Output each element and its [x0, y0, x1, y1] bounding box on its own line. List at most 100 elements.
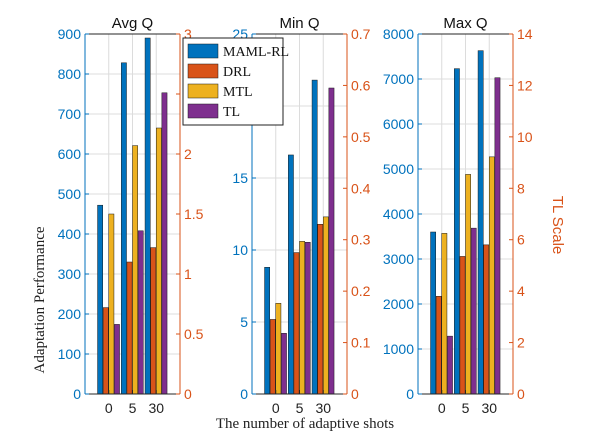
- right-tick-label: 0.3: [351, 232, 371, 248]
- bar-maml-rl-30: [311, 79, 318, 395]
- bar-tl-30: [494, 77, 501, 395]
- legend-swatch-maml-rl: [187, 43, 219, 59]
- x-tick-label: 30: [148, 400, 164, 416]
- shared-y-axis-label: Adaptation Performance: [32, 226, 48, 373]
- right-tick-label: 6: [517, 232, 525, 248]
- chart-panels: 010020030040050060070080090000.511.522.5…: [58, 15, 533, 416]
- x-tick-label: 30: [481, 400, 497, 416]
- panel-min-q: 051015202500.10.20.30.40.50.60.70530Min …: [232, 15, 370, 416]
- left-tick-label: 800: [58, 66, 82, 82]
- panel-avg-q: 010020030040050060070080090000.511.522.5…: [58, 15, 204, 416]
- bar-drl-5: [293, 252, 300, 395]
- right-tick-label: 2: [184, 146, 192, 162]
- bar-maml-rl-0: [264, 267, 270, 395]
- panel-title: Avg Q: [112, 15, 153, 32]
- panel-title: Max Q: [443, 15, 487, 32]
- left-tick-label: 200: [58, 306, 82, 322]
- left-tick-label: 3000: [383, 251, 414, 267]
- right-tick-label: 0.7: [351, 26, 371, 42]
- bar-maml-rl-30: [477, 50, 484, 395]
- bar-mtl-0: [441, 233, 448, 395]
- left-tick-label: 0: [240, 386, 248, 402]
- bar-maml-rl-0: [430, 231, 436, 395]
- left-tick-label: 5000: [383, 161, 414, 177]
- right-y-axis-label: TL Scale: [549, 196, 566, 255]
- bar-drl-5: [126, 261, 133, 395]
- bar-tl-5: [304, 242, 311, 395]
- right-tick-label: 0.5: [351, 129, 371, 145]
- right-tick-label: 0.6: [351, 77, 371, 93]
- x-tick-label: 0: [272, 400, 280, 416]
- right-tick-label: 0.5: [184, 326, 204, 342]
- left-tick-label: 600: [58, 146, 82, 162]
- right-tick-label: 2: [517, 335, 525, 351]
- right-tick-label: 12: [517, 77, 533, 93]
- bar-mtl-30: [489, 156, 495, 395]
- legend-label-tl: TL: [223, 105, 240, 120]
- bar-mtl-0: [108, 213, 115, 395]
- bar-tl-30: [161, 92, 168, 395]
- bar-tl-5: [137, 230, 144, 395]
- x-tick-label: 0: [438, 400, 446, 416]
- right-tick-label: 0: [517, 386, 525, 402]
- bar-mtl-5: [465, 174, 471, 395]
- bar-drl-5: [459, 256, 466, 395]
- x-tick-label: 30: [315, 400, 331, 416]
- bar-drl-30: [317, 224, 324, 395]
- right-tick-label: 0.2: [351, 283, 371, 299]
- bar-tl-0: [114, 324, 120, 395]
- bar-drl-0: [435, 296, 442, 395]
- left-tick-label: 10: [232, 242, 248, 258]
- bar-maml-rl-5: [454, 68, 460, 395]
- right-tick-label: 14: [517, 26, 533, 42]
- left-tick-label: 0: [406, 386, 414, 402]
- bar-tl-0: [281, 333, 287, 395]
- right-tick-label: 0: [184, 386, 192, 402]
- legend-label-mtl: MTL: [223, 85, 253, 100]
- x-tick-label: 5: [462, 400, 470, 416]
- left-tick-label: 100: [58, 346, 82, 362]
- left-tick-label: 400: [58, 226, 82, 242]
- panel-title: Min Q: [279, 15, 319, 32]
- legend-label-maml-rl: MAML-RL: [223, 45, 289, 60]
- bar-maml-rl-5: [288, 154, 294, 395]
- right-tick-label: 4: [517, 283, 525, 299]
- bar-mtl-30: [156, 127, 162, 395]
- bar-drl-0: [102, 307, 109, 395]
- bar-mtl-5: [132, 145, 138, 395]
- right-tick-label: 10: [517, 129, 533, 145]
- bar-tl-5: [470, 227, 477, 395]
- panel-max-q: 0 1000 2000 3000 4000 5000 6000 7000 8000 0 2 4 6 8 10…: [383, 15, 533, 416]
- right-tick-label: 8: [517, 180, 525, 196]
- bar-mtl-0: [275, 303, 282, 395]
- left-tick-label: 15: [232, 170, 248, 186]
- right-tick-label: 0: [351, 386, 359, 402]
- left-tick-label: 8000: [383, 26, 414, 42]
- bar-mtl-5: [299, 241, 305, 395]
- left-tick-label: 1000: [383, 341, 414, 357]
- left-tick-label: 5: [240, 314, 248, 330]
- left-tick-label: 4000: [383, 206, 414, 222]
- legend-swatch-drl: [187, 63, 219, 79]
- x-tick-label: 0: [105, 400, 113, 416]
- left-tick-label: 7000: [383, 71, 414, 87]
- left-tick-label: 300: [58, 266, 82, 282]
- left-tick-label: 2000: [383, 296, 414, 312]
- right-tick-label: 0.4: [351, 180, 371, 196]
- bar-drl-0: [269, 319, 276, 395]
- x-tick-label: 5: [296, 400, 304, 416]
- legend-swatch-tl: [187, 103, 219, 119]
- bar-maml-rl-0: [97, 204, 104, 395]
- right-tick-label: 3: [184, 26, 192, 42]
- legend-label-drl: DRL: [223, 65, 251, 80]
- left-tick-label: 6000: [383, 116, 414, 132]
- right-tick-label: 0.1: [351, 335, 371, 351]
- shared-x-axis-label: The number of adaptive shots: [216, 416, 394, 432]
- bar-maml-rl-5: [121, 62, 127, 395]
- left-tick-label: 700: [58, 106, 82, 122]
- bar-mtl-30: [323, 216, 329, 395]
- bar-drl-30: [150, 247, 157, 395]
- right-tick-label: 1: [184, 266, 192, 282]
- right-tick-label: 1.5: [184, 206, 204, 222]
- left-tick-label: 0: [73, 386, 81, 402]
